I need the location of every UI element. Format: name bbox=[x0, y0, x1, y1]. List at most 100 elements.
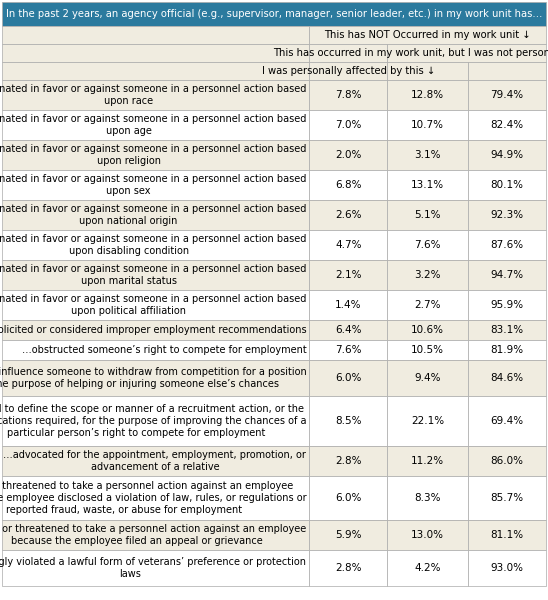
Bar bbox=[467, 230, 546, 260]
Text: 69.4%: 69.4% bbox=[490, 416, 523, 426]
Bar bbox=[2, 110, 310, 140]
Text: 6.4%: 6.4% bbox=[335, 325, 362, 335]
Text: 7.8%: 7.8% bbox=[335, 90, 362, 100]
Text: 5.9%: 5.9% bbox=[335, 530, 362, 540]
Text: This has occurred in my work unit, but I was not personally affected by this ↓: This has occurred in my work unit, but I… bbox=[273, 48, 548, 58]
Text: I was personally affected by this ↓: I was personally affected by this ↓ bbox=[261, 66, 435, 76]
Bar bbox=[467, 110, 546, 140]
Bar bbox=[2, 230, 310, 260]
Text: 12.8%: 12.8% bbox=[411, 90, 444, 100]
Bar bbox=[2, 290, 310, 320]
Text: …tried to define the scope or manner of a recruitment action, or the
qualificati: …tried to define the scope or manner of … bbox=[0, 404, 306, 437]
Text: 87.6%: 87.6% bbox=[490, 240, 523, 250]
Bar bbox=[2, 360, 310, 396]
Bar bbox=[387, 44, 546, 62]
Bar bbox=[2, 44, 310, 62]
Text: 8.5%: 8.5% bbox=[335, 416, 362, 426]
Bar bbox=[467, 520, 546, 550]
Bar bbox=[387, 62, 467, 80]
Text: 80.1%: 80.1% bbox=[490, 180, 523, 190]
Text: 7.0%: 7.0% bbox=[335, 120, 362, 130]
Bar bbox=[467, 140, 546, 170]
Text: 84.6%: 84.6% bbox=[490, 373, 523, 383]
Bar bbox=[2, 396, 310, 446]
Bar bbox=[2, 170, 310, 200]
Text: 2.7%: 2.7% bbox=[414, 300, 441, 310]
Bar bbox=[310, 290, 387, 320]
Bar bbox=[310, 26, 546, 44]
Bar bbox=[387, 360, 467, 396]
Bar bbox=[467, 80, 546, 110]
Bar bbox=[387, 140, 467, 170]
Bar bbox=[467, 320, 546, 340]
Bar bbox=[467, 550, 546, 586]
Text: 22.1%: 22.1% bbox=[411, 416, 444, 426]
Text: 95.9%: 95.9% bbox=[490, 300, 523, 310]
Text: 1.4%: 1.4% bbox=[335, 300, 362, 310]
Text: 83.1%: 83.1% bbox=[490, 325, 523, 335]
Text: 94.9%: 94.9% bbox=[490, 150, 523, 160]
Text: …discriminated in favor or against someone in a personnel action based
upon race: …discriminated in favor or against someo… bbox=[0, 84, 306, 106]
Text: 81.1%: 81.1% bbox=[490, 530, 523, 540]
Text: 11.2%: 11.2% bbox=[411, 456, 444, 466]
Bar bbox=[310, 340, 387, 360]
Text: …discriminated in favor or against someone in a personnel action based
upon age: …discriminated in favor or against someo… bbox=[0, 114, 306, 136]
Text: 85.7%: 85.7% bbox=[490, 493, 523, 503]
Bar bbox=[387, 290, 467, 320]
Text: 7.6%: 7.6% bbox=[414, 240, 441, 250]
Bar bbox=[2, 62, 310, 80]
Text: 10.7%: 10.7% bbox=[411, 120, 444, 130]
Text: …discriminated in favor or against someone in a personnel action based
upon disa: …discriminated in favor or against someo… bbox=[0, 234, 306, 256]
Bar bbox=[310, 260, 387, 290]
Bar bbox=[467, 200, 546, 230]
Text: In the past 2 years, an agency official (e.g., supervisor, manager, senior leade: In the past 2 years, an agency official … bbox=[6, 9, 542, 19]
Text: …discriminated in favor or against someone in a personnel action based
upon reli: …discriminated in favor or against someo… bbox=[0, 144, 306, 166]
Text: 3.1%: 3.1% bbox=[414, 150, 441, 160]
Bar bbox=[467, 340, 546, 360]
Bar bbox=[310, 80, 387, 110]
Bar bbox=[2, 520, 310, 550]
Text: 2.1%: 2.1% bbox=[335, 270, 362, 280]
Text: 6.0%: 6.0% bbox=[335, 493, 362, 503]
Bar bbox=[387, 230, 467, 260]
Text: …discriminated in favor or against someone in a personnel action based
upon sex: …discriminated in favor or against someo… bbox=[0, 174, 306, 196]
Bar bbox=[467, 476, 546, 520]
Text: 9.4%: 9.4% bbox=[414, 373, 441, 383]
Bar bbox=[2, 2, 546, 26]
Text: 8.3%: 8.3% bbox=[414, 493, 441, 503]
Text: 2.8%: 2.8% bbox=[335, 456, 362, 466]
Bar bbox=[310, 230, 387, 260]
Bar bbox=[467, 290, 546, 320]
Bar bbox=[2, 340, 310, 360]
Bar bbox=[467, 396, 546, 446]
Bar bbox=[467, 170, 546, 200]
Text: 10.5%: 10.5% bbox=[411, 345, 444, 355]
Text: 86.0%: 86.0% bbox=[490, 456, 523, 466]
Bar bbox=[310, 170, 387, 200]
Bar bbox=[387, 396, 467, 446]
Text: 3.2%: 3.2% bbox=[414, 270, 441, 280]
Bar bbox=[467, 260, 546, 290]
Text: …took or threatened to take a personnel action against an employee
because the e: …took or threatened to take a personnel … bbox=[0, 481, 306, 515]
Bar bbox=[387, 476, 467, 520]
Text: 81.9%: 81.9% bbox=[490, 345, 523, 355]
Text: …tried to influence someone to withdraw from competition for a position
for the : …tried to influence someone to withdraw … bbox=[0, 367, 306, 389]
Text: 13.0%: 13.0% bbox=[411, 530, 444, 540]
Text: …solicited or considered improper employment recommendations: …solicited or considered improper employ… bbox=[0, 325, 306, 335]
Text: …obstructed someone’s right to compete for employment: …obstructed someone’s right to compete f… bbox=[21, 345, 306, 355]
Text: 5.1%: 5.1% bbox=[414, 210, 441, 220]
Bar bbox=[467, 62, 546, 80]
Text: …took or threatened to take a personnel action against an employee
because the e: …took or threatened to take a personnel … bbox=[0, 524, 306, 546]
Text: 93.0%: 93.0% bbox=[490, 563, 523, 573]
Text: 2.8%: 2.8% bbox=[335, 563, 362, 573]
Bar bbox=[2, 476, 310, 520]
Text: 94.7%: 94.7% bbox=[490, 270, 523, 280]
Bar bbox=[310, 520, 387, 550]
Bar bbox=[387, 550, 467, 586]
Bar bbox=[2, 260, 310, 290]
Bar bbox=[310, 396, 387, 446]
Text: 2.6%: 2.6% bbox=[335, 210, 362, 220]
Text: 82.4%: 82.4% bbox=[490, 120, 523, 130]
Text: 6.0%: 6.0% bbox=[335, 373, 362, 383]
Bar bbox=[310, 140, 387, 170]
